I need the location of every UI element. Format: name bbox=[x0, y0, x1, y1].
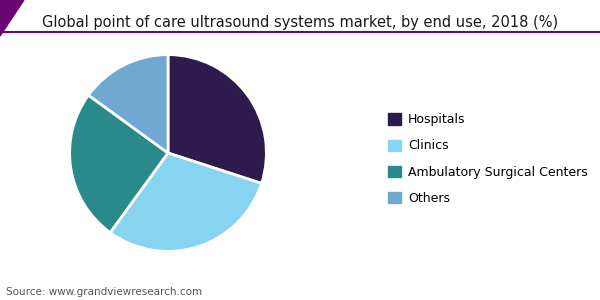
Legend: Hospitals, Clinics, Ambulatory Surgical Centers, Others: Hospitals, Clinics, Ambulatory Surgical … bbox=[388, 113, 588, 205]
Wedge shape bbox=[110, 153, 262, 251]
Wedge shape bbox=[70, 95, 168, 232]
Text: Global point of care ultrasound systems market, by end use, 2018 (%): Global point of care ultrasound systems … bbox=[42, 15, 558, 30]
Text: Source: www.grandviewresearch.com: Source: www.grandviewresearch.com bbox=[6, 287, 202, 297]
Wedge shape bbox=[168, 55, 266, 183]
Wedge shape bbox=[88, 55, 168, 153]
